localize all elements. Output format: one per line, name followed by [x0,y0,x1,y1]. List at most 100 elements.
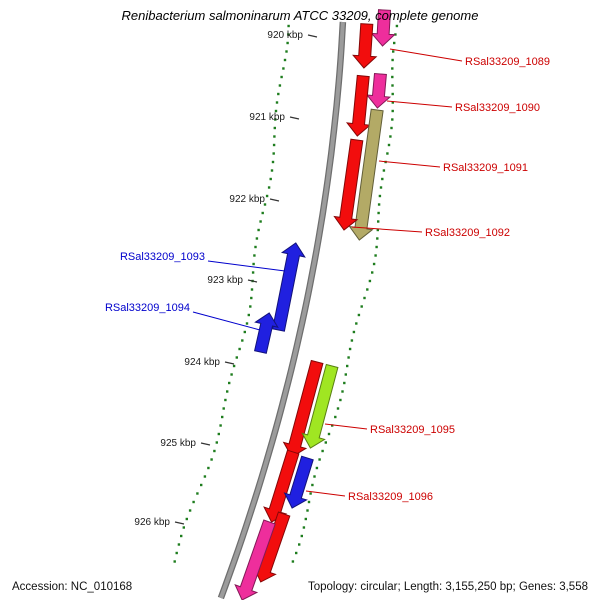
gc-track-dot-left [217,432,220,436]
gene-label-RSal33209_1091[interactable]: RSal33209_1091 [443,162,528,174]
leader-line [386,100,453,108]
gc-track-dot-right [324,441,327,444]
gc-track-dot-left [280,75,283,79]
gc-track-dot-right [374,254,377,257]
gc-track-dot-left [230,373,233,376]
gc-track-dot-left [283,58,287,62]
gc-track-dot-left [238,347,241,351]
leader-line [389,48,463,62]
gc-track-dot-left [215,441,218,444]
gc-track-dot-left [286,41,289,45]
gc-track-dot-right [389,135,392,138]
gc-track-dot-left [274,118,277,121]
gc-track-dot-left [219,424,222,427]
gc-track-dot-right [371,271,374,274]
scale-tick-label: 923 kbp [207,275,243,286]
gc-track-dot-left [278,84,282,87]
scale-tick-mark [200,442,211,446]
gc-track-dot-left [287,33,290,36]
gc-track-dot-right [298,543,301,546]
gene-label-RSal33209_1089[interactable]: RSal33209_1089 [465,56,550,68]
scale-tick-label: 926 kbp [134,517,170,528]
status-bar: Accession: NC_010168 Topology: circular;… [0,581,600,593]
gc-track-dot-right [387,143,391,147]
gc-track-dot-right [339,398,342,402]
gc-track-dot-right [355,322,358,325]
gc-track-dot-right [382,169,386,172]
gc-track-dot-left [273,126,276,130]
gc-track-dot-left [177,543,181,546]
gc-track-dot-left [263,203,267,206]
scale-tick-label: 922 kbp [229,194,265,205]
gc-track-dot-right [391,58,394,62]
gc-track-dot-right [302,526,306,529]
gc-track-dot-right [346,364,349,368]
gc-track-dot-right [381,177,384,181]
gc-track-dot-right [327,432,331,436]
gc-track-dot-right [344,373,347,376]
gene-arrow[interactable] [282,359,324,458]
gene-label-RSal33209_1090[interactable]: RSal33209_1090 [455,102,540,114]
gc-track-dot-left [210,458,213,461]
scale-tick-label: 925 kbp [160,438,196,449]
gene-label-RSal33209_1092[interactable]: RSal33209_1092 [425,227,510,239]
gc-track-dot-left [274,109,278,113]
gene-arrow-RSal33209_1092[interactable] [333,138,364,231]
gc-track-dot-right [391,92,394,96]
gc-track-dot-left [175,551,178,555]
gc-track-dot-left [222,407,225,410]
gc-track-dot-left [185,517,188,521]
gc-track-dot-left [287,24,290,28]
gene-label-RSal33209_1094[interactable]: RSal33209_1094 [105,302,190,314]
gc-track-dot-left [285,50,288,53]
gc-track-dot-left [232,364,236,368]
gc-track-dot-right [311,483,314,487]
gc-track-dot-left [272,152,275,155]
gc-track-dot-right [375,245,378,249]
gene-arrow[interactable] [345,74,372,137]
gene-arrow[interactable] [352,23,378,69]
gc-track-dot-right [306,509,309,512]
gc-track-dot-left [192,500,195,504]
gc-track-dot-left [265,194,269,198]
gc-track-dot-left [254,245,257,249]
scale-tick-mark [269,198,280,202]
scale-tick-label: 924 kbp [184,357,220,368]
gene-arrow-RSal33209_1090[interactable] [365,72,392,109]
gene-arrow-RSal33209_1093[interactable] [272,242,306,332]
gc-track-dot-right [386,152,389,155]
leader-line [351,226,423,233]
gc-track-dot-right [334,415,337,419]
gene-arrow[interactable] [234,519,276,600]
gc-track-dot-left [270,169,274,172]
scale-tick-mark [224,361,235,365]
gc-track-dot-left [261,211,264,215]
gc-track-dot-left [224,398,227,402]
gene-label-RSal33209_1095[interactable]: RSal33209_1095 [370,424,455,436]
gc-track-dot-left [226,390,229,393]
gc-track-dot-right [368,279,372,283]
scale-tick-mark [247,279,258,283]
gc-track-dot-right [321,449,324,453]
gc-track-dot-left [251,271,255,274]
gc-track-dot-left [221,415,224,419]
gene-label-RSal33209_1093[interactable]: RSal33209_1093 [120,251,205,263]
gc-track-dot-left [182,526,185,529]
gene-arrow-RSal33209_1089[interactable] [370,9,396,47]
scale-tick-mark [307,34,318,38]
gc-track-dot-right [390,126,393,130]
gene-arrow-RSal33209_1094[interactable] [254,312,279,354]
gc-track-dot-right [363,296,366,300]
gc-track-dot-right [348,347,352,351]
accession-text: Accession: NC_010168 [12,581,133,593]
gene-label-RSal33209_1096[interactable]: RSal33209_1096 [348,491,433,503]
gene-arrow-RSal33209_1096[interactable] [283,455,314,509]
gc-track-dot-right [395,24,399,28]
gene-arrow-RSal33209_1095[interactable] [301,363,339,449]
gc-track-dot-left [275,101,279,104]
gc-track-dot-left [271,160,275,164]
gc-track-dot-right [391,101,394,104]
gc-track-dot-left [235,356,238,359]
gc-track-dot-left [207,466,210,470]
